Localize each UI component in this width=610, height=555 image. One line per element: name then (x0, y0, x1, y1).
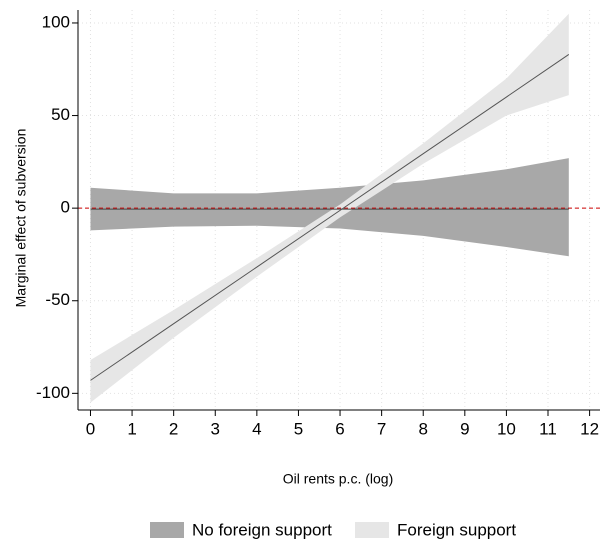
legend-label: No foreign support (192, 520, 332, 539)
confidence-band (90, 13, 569, 403)
x-tick-label: 4 (252, 419, 261, 438)
legend-swatch (150, 522, 184, 538)
x-axis-label: Oil rents p.c. (log) (283, 471, 393, 487)
x-tick-label: 12 (580, 419, 599, 438)
legend-label: Foreign support (397, 520, 516, 539)
x-tick-label: 1 (127, 419, 136, 438)
x-tick-label: 2 (169, 419, 178, 438)
y-tick-label: 0 (61, 198, 70, 217)
y-tick-label: 100 (42, 12, 70, 31)
confidence-band (90, 158, 569, 257)
x-tick-label: 7 (377, 419, 386, 438)
estimate-line (90, 54, 570, 381)
y-tick-label: -50 (45, 290, 70, 309)
x-tick-label: 5 (294, 419, 303, 438)
x-tick-label: 9 (460, 419, 469, 438)
y-tick-label: 50 (51, 105, 70, 124)
x-tick-label: 8 (418, 419, 427, 438)
x-tick-label: 6 (335, 419, 344, 438)
x-tick-label: 10 (497, 419, 516, 438)
y-tick-label: -100 (36, 383, 70, 402)
legend-swatch (355, 522, 389, 538)
x-tick-label: 3 (211, 419, 220, 438)
x-tick-label: 0 (86, 419, 95, 438)
y-axis-label: Marginal effect of subversion (13, 129, 29, 308)
x-tick-label: 11 (539, 419, 557, 438)
